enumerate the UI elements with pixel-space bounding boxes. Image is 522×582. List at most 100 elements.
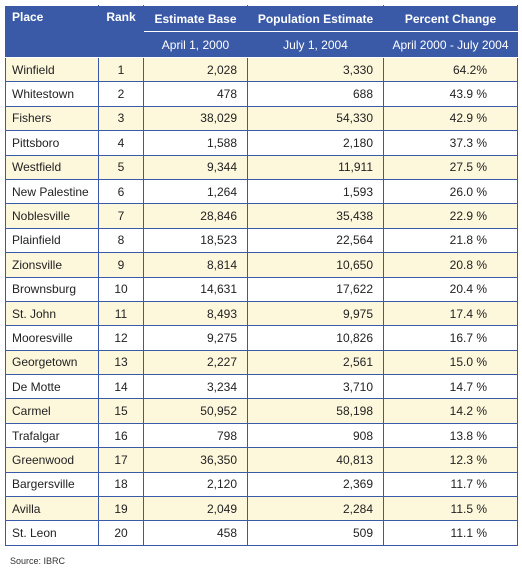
table-cell: 40,813 — [247, 447, 384, 473]
table-cell: 54,330 — [247, 105, 384, 132]
table-cell: 18 — [98, 471, 144, 498]
table-cell: 5 — [98, 154, 144, 180]
table-cell: 798 — [143, 422, 248, 449]
table-cell: 13 — [98, 349, 144, 376]
table-cell: 22.9 % — [383, 203, 518, 229]
table-cell: 2,049 — [143, 496, 248, 522]
table-cell: 8,814 — [143, 252, 248, 278]
table-cell: 509 — [247, 520, 384, 546]
table-cell: 15 — [98, 398, 144, 424]
table-cell: 20.4 % — [383, 276, 518, 302]
table-cell: 20.8 % — [383, 252, 518, 278]
table-cell: 17.4 % — [383, 300, 518, 327]
table-cell: 2 — [98, 81, 144, 107]
table-cell: 2,227 — [143, 349, 248, 376]
table-cell: 42.9 % — [383, 105, 518, 132]
table-row: Noblesville 7 28,846 35,438 22.9 % — [5, 203, 518, 229]
subheader-cell: April 1, 2000 — [143, 31, 248, 58]
subheader-cell: July 1, 2004 — [247, 31, 384, 58]
table-cell: St. John — [5, 300, 99, 327]
table-row: Trafalgar 16 798 908 13.8 % — [5, 422, 518, 449]
table-cell: Brownsburg — [5, 276, 99, 302]
table-cell: 9,275 — [143, 325, 248, 351]
table-cell: 36,350 — [143, 447, 248, 473]
table-cell: 58,198 — [247, 398, 384, 424]
table-cell: 10,650 — [247, 252, 384, 278]
table-cell: 2,180 — [247, 130, 384, 156]
table-cell: 38,029 — [143, 105, 248, 132]
table-cell: 9,975 — [247, 300, 384, 327]
table-cell: Bargersville — [5, 471, 99, 498]
table-row: St. Leon 20 458 509 11.1 % — [5, 520, 518, 546]
table-body: Winfield 1 2,028 3,330 64.2% Whitestown 2 478 68… — [5, 56, 518, 546]
table-cell: Whitestown — [5, 81, 99, 107]
table-row: De Motte 14 3,234 3,710 14.7 % — [5, 374, 518, 400]
table-row: Avilla 19 2,049 2,284 11.5 % — [5, 496, 518, 522]
table-row: Greenwood 17 36,350 40,813 12.3 % — [5, 447, 518, 473]
table-cell: 50,952 — [143, 398, 248, 424]
table-cell: 2,284 — [247, 496, 384, 522]
table-cell: Noblesville — [5, 203, 99, 229]
table-cell: 11,911 — [247, 154, 384, 180]
table-cell: 478 — [143, 81, 248, 107]
table-cell: Pittsboro — [5, 130, 99, 156]
table-cell: 7 — [98, 203, 144, 229]
subheader-cell: April 2000 - July 2004 — [383, 31, 518, 58]
table-cell: 10 — [98, 276, 144, 302]
table-cell: 1,264 — [143, 178, 248, 205]
table-cell: 2,028 — [143, 56, 248, 83]
table-cell: 9,344 — [143, 154, 248, 180]
table-cell: St. Leon — [5, 520, 99, 546]
table-cell: 22,564 — [247, 227, 384, 254]
table-cell: 6 — [98, 178, 144, 205]
table-cell: 12 — [98, 325, 144, 351]
table-cell: 3 — [98, 105, 144, 132]
table-cell: 19 — [98, 496, 144, 522]
table-cell: Greenwood — [5, 447, 99, 473]
table-cell: Plainfield — [5, 227, 99, 254]
header-cell: Estimate Base — [143, 5, 248, 32]
table-row: Whitestown 2 478 688 43.9 % — [5, 81, 518, 107]
table-cell: 26.0 % — [383, 178, 518, 205]
table-cell: 17,622 — [247, 276, 384, 302]
table-row: Carmel 15 50,952 58,198 14.2 % — [5, 398, 518, 424]
table-cell: Zionsville — [5, 252, 99, 278]
table-cell: 908 — [247, 422, 384, 449]
table-cell: 16.7 % — [383, 325, 518, 351]
table-cell: Avilla — [5, 496, 99, 522]
header-cell: Percent Change — [383, 5, 518, 32]
table-cell: Georgetown — [5, 349, 99, 376]
table-row: St. John 11 8,493 9,975 17.4 % — [5, 300, 518, 327]
table-cell: 1,593 — [247, 178, 384, 205]
table-cell: 8 — [98, 227, 144, 254]
table-cell: 28,846 — [143, 203, 248, 229]
table-cell: New Palestine — [5, 178, 99, 205]
table-row: New Palestine 6 1,264 1,593 26.0 % — [5, 178, 518, 205]
table-row: Plainfield 8 18,523 22,564 21.8 % — [5, 227, 518, 254]
table-cell: 27.5 % — [383, 154, 518, 180]
table-cell: 11.7 % — [383, 471, 518, 498]
table-cell: 3,330 — [247, 56, 384, 83]
table-row: Georgetown 13 2,227 2,561 15.0 % — [5, 349, 518, 376]
table-cell: 10,826 — [247, 325, 384, 351]
table-cell: 11.1 % — [383, 520, 518, 546]
table-row: Pittsboro 4 1,588 2,180 37.3 % — [5, 130, 518, 156]
source-note: Source: IBRC — [10, 556, 66, 566]
header-cell: Place — [5, 5, 99, 58]
table-cell: 14,631 — [143, 276, 248, 302]
table-cell: 2,369 — [247, 471, 384, 498]
header-cell: Population Estimate — [247, 5, 384, 32]
table-row: Westfield 5 9,344 11,911 27.5 % — [5, 154, 518, 180]
table-cell: Carmel — [5, 398, 99, 424]
table-cell: 13.8 % — [383, 422, 518, 449]
table-cell: Westfield — [5, 154, 99, 180]
table-cell: 458 — [143, 520, 248, 546]
table-cell: 1,588 — [143, 130, 248, 156]
table-row: Fishers 3 38,029 54,330 42.9 % — [5, 105, 518, 132]
table-cell: 11 — [98, 300, 144, 327]
table-cell: 14.7 % — [383, 374, 518, 400]
population-table: Place Rank Estimate Base Population Esti… — [5, 5, 518, 546]
table-cell: 2,561 — [247, 349, 384, 376]
table-cell: 16 — [98, 422, 144, 449]
